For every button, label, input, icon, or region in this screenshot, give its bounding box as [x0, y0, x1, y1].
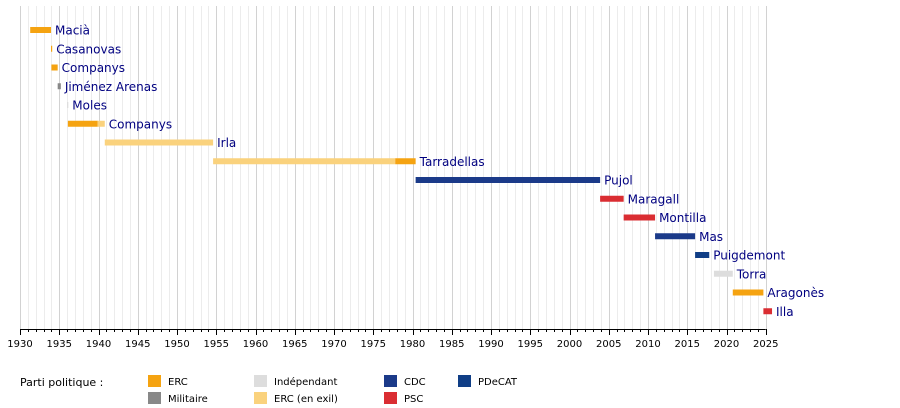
- label-8-tarradellas: Tarradellas: [419, 155, 485, 169]
- label-3-companys: Companys: [62, 61, 125, 75]
- bar-15-aragones-erc: [732, 289, 764, 296]
- bars-layer: [30, 27, 773, 315]
- grid-lines: [20, 6, 767, 329]
- x-tick-label-2020: 2020: [714, 339, 739, 350]
- bar-1-macia-erc: [30, 27, 52, 33]
- x-tick-label-1975: 1975: [361, 339, 386, 350]
- bar-14-torra-independant: [713, 270, 733, 277]
- legend-swatch-psc: [384, 392, 397, 404]
- label-2-casanovas: Casanovas: [56, 42, 121, 56]
- bar-16-illa-psc: [763, 308, 773, 315]
- x-tick-label-1940: 1940: [86, 339, 111, 350]
- legend-swatch-militaire: [148, 392, 161, 404]
- x-tick-label-1985: 1985: [439, 339, 464, 350]
- bar-9-pujol-cdc: [415, 177, 601, 183]
- legend-title: Parti politique :: [20, 376, 103, 389]
- legend-label-erc-en-exil: ERC (en exil): [274, 394, 338, 405]
- bar-7-irla-erc-en-exil: [104, 139, 214, 146]
- x-tick-label-2025: 2025: [753, 339, 778, 350]
- x-axis-ticks: 1930 1935 1940 1945 1950 1955 1960 1965 1970 1975…: [7, 329, 778, 350]
- bar-10-maragall-psc: [600, 195, 624, 202]
- legend-label-cdc: CDC: [404, 377, 426, 388]
- label-16-illa: Illa: [776, 305, 794, 319]
- x-tick-label-1980: 1980: [400, 339, 425, 350]
- label-5-moles: Moles: [72, 99, 107, 113]
- bar-12-mas-cdc: [655, 233, 696, 240]
- legend-label-pdecat: PDeCAT: [478, 377, 518, 388]
- bar-11-montilla-psc: [623, 214, 656, 221]
- label-7-irla: Irla: [217, 136, 236, 150]
- x-tick-label-1960: 1960: [243, 339, 268, 350]
- legend-swatch-independant: [254, 375, 267, 387]
- legend: Parti politique : ERC Militaire Indépendan…: [20, 375, 518, 405]
- bar-8-tarradellas-erc: [395, 158, 416, 165]
- label-1-macia: Macià: [55, 24, 90, 38]
- label-6-companys: Companys: [109, 117, 172, 131]
- x-tick-label-2010: 2010: [635, 339, 660, 350]
- bar-6-companys-erc-en-exil: [97, 120, 105, 127]
- legend-swatch-erc-en-exil: [254, 392, 267, 404]
- bar-5-moles-independant: [67, 102, 69, 108]
- x-tick-label-1935: 1935: [47, 339, 72, 350]
- label-4-jimenez-arenas: Jiménez Arenas: [64, 80, 158, 94]
- x-tick-label-1945: 1945: [125, 339, 150, 350]
- legend-swatch-pdecat: [458, 375, 471, 387]
- x-tick-label-2005: 2005: [596, 339, 621, 350]
- label-10-maragall: Maragall: [628, 192, 680, 206]
- bar-3-companys-erc: [51, 64, 58, 71]
- x-tick-label-2015: 2015: [675, 339, 700, 350]
- label-12-mas: Mas: [699, 230, 723, 244]
- x-tick-label-1950: 1950: [164, 339, 189, 350]
- legend-label-erc: ERC: [168, 377, 188, 388]
- bar-13-puigdemont-pdecat: [695, 252, 710, 258]
- x-tick-label-1930: 1930: [7, 339, 32, 350]
- x-tick-label-1965: 1965: [282, 339, 307, 350]
- x-tick-label-1970: 1970: [321, 339, 346, 350]
- bar-8-tarradellas-erc-en-exil: [213, 158, 396, 165]
- bar-2-casanovas-erc: [51, 45, 53, 52]
- legend-label-psc: PSC: [404, 394, 423, 405]
- x-tick-label-2000: 2000: [557, 339, 582, 350]
- legend-label-militaire: Militaire: [168, 394, 208, 405]
- x-tick-label-1995: 1995: [518, 339, 543, 350]
- label-9-pujol: Pujol: [604, 174, 633, 188]
- label-11-montilla: Montilla: [659, 211, 706, 225]
- label-14-torra: Torra: [736, 267, 767, 281]
- label-13-puigdemont: Puigdemont: [713, 249, 785, 263]
- x-tick-label-1990: 1990: [478, 339, 503, 350]
- bar-6-companys-erc: [67, 120, 98, 127]
- label-15-aragones: Aragonès: [767, 286, 824, 300]
- legend-swatch-erc: [148, 375, 161, 387]
- legend-swatch-cdc: [384, 375, 397, 387]
- president-labels: Macià Casanovas Companys Jiménez Arenas Mole…: [55, 24, 824, 319]
- bar-4-jimenez-arenas-militaire: [57, 83, 61, 90]
- legend-label-independant: Indépendant: [274, 376, 337, 388]
- x-tick-label-1955: 1955: [204, 339, 229, 350]
